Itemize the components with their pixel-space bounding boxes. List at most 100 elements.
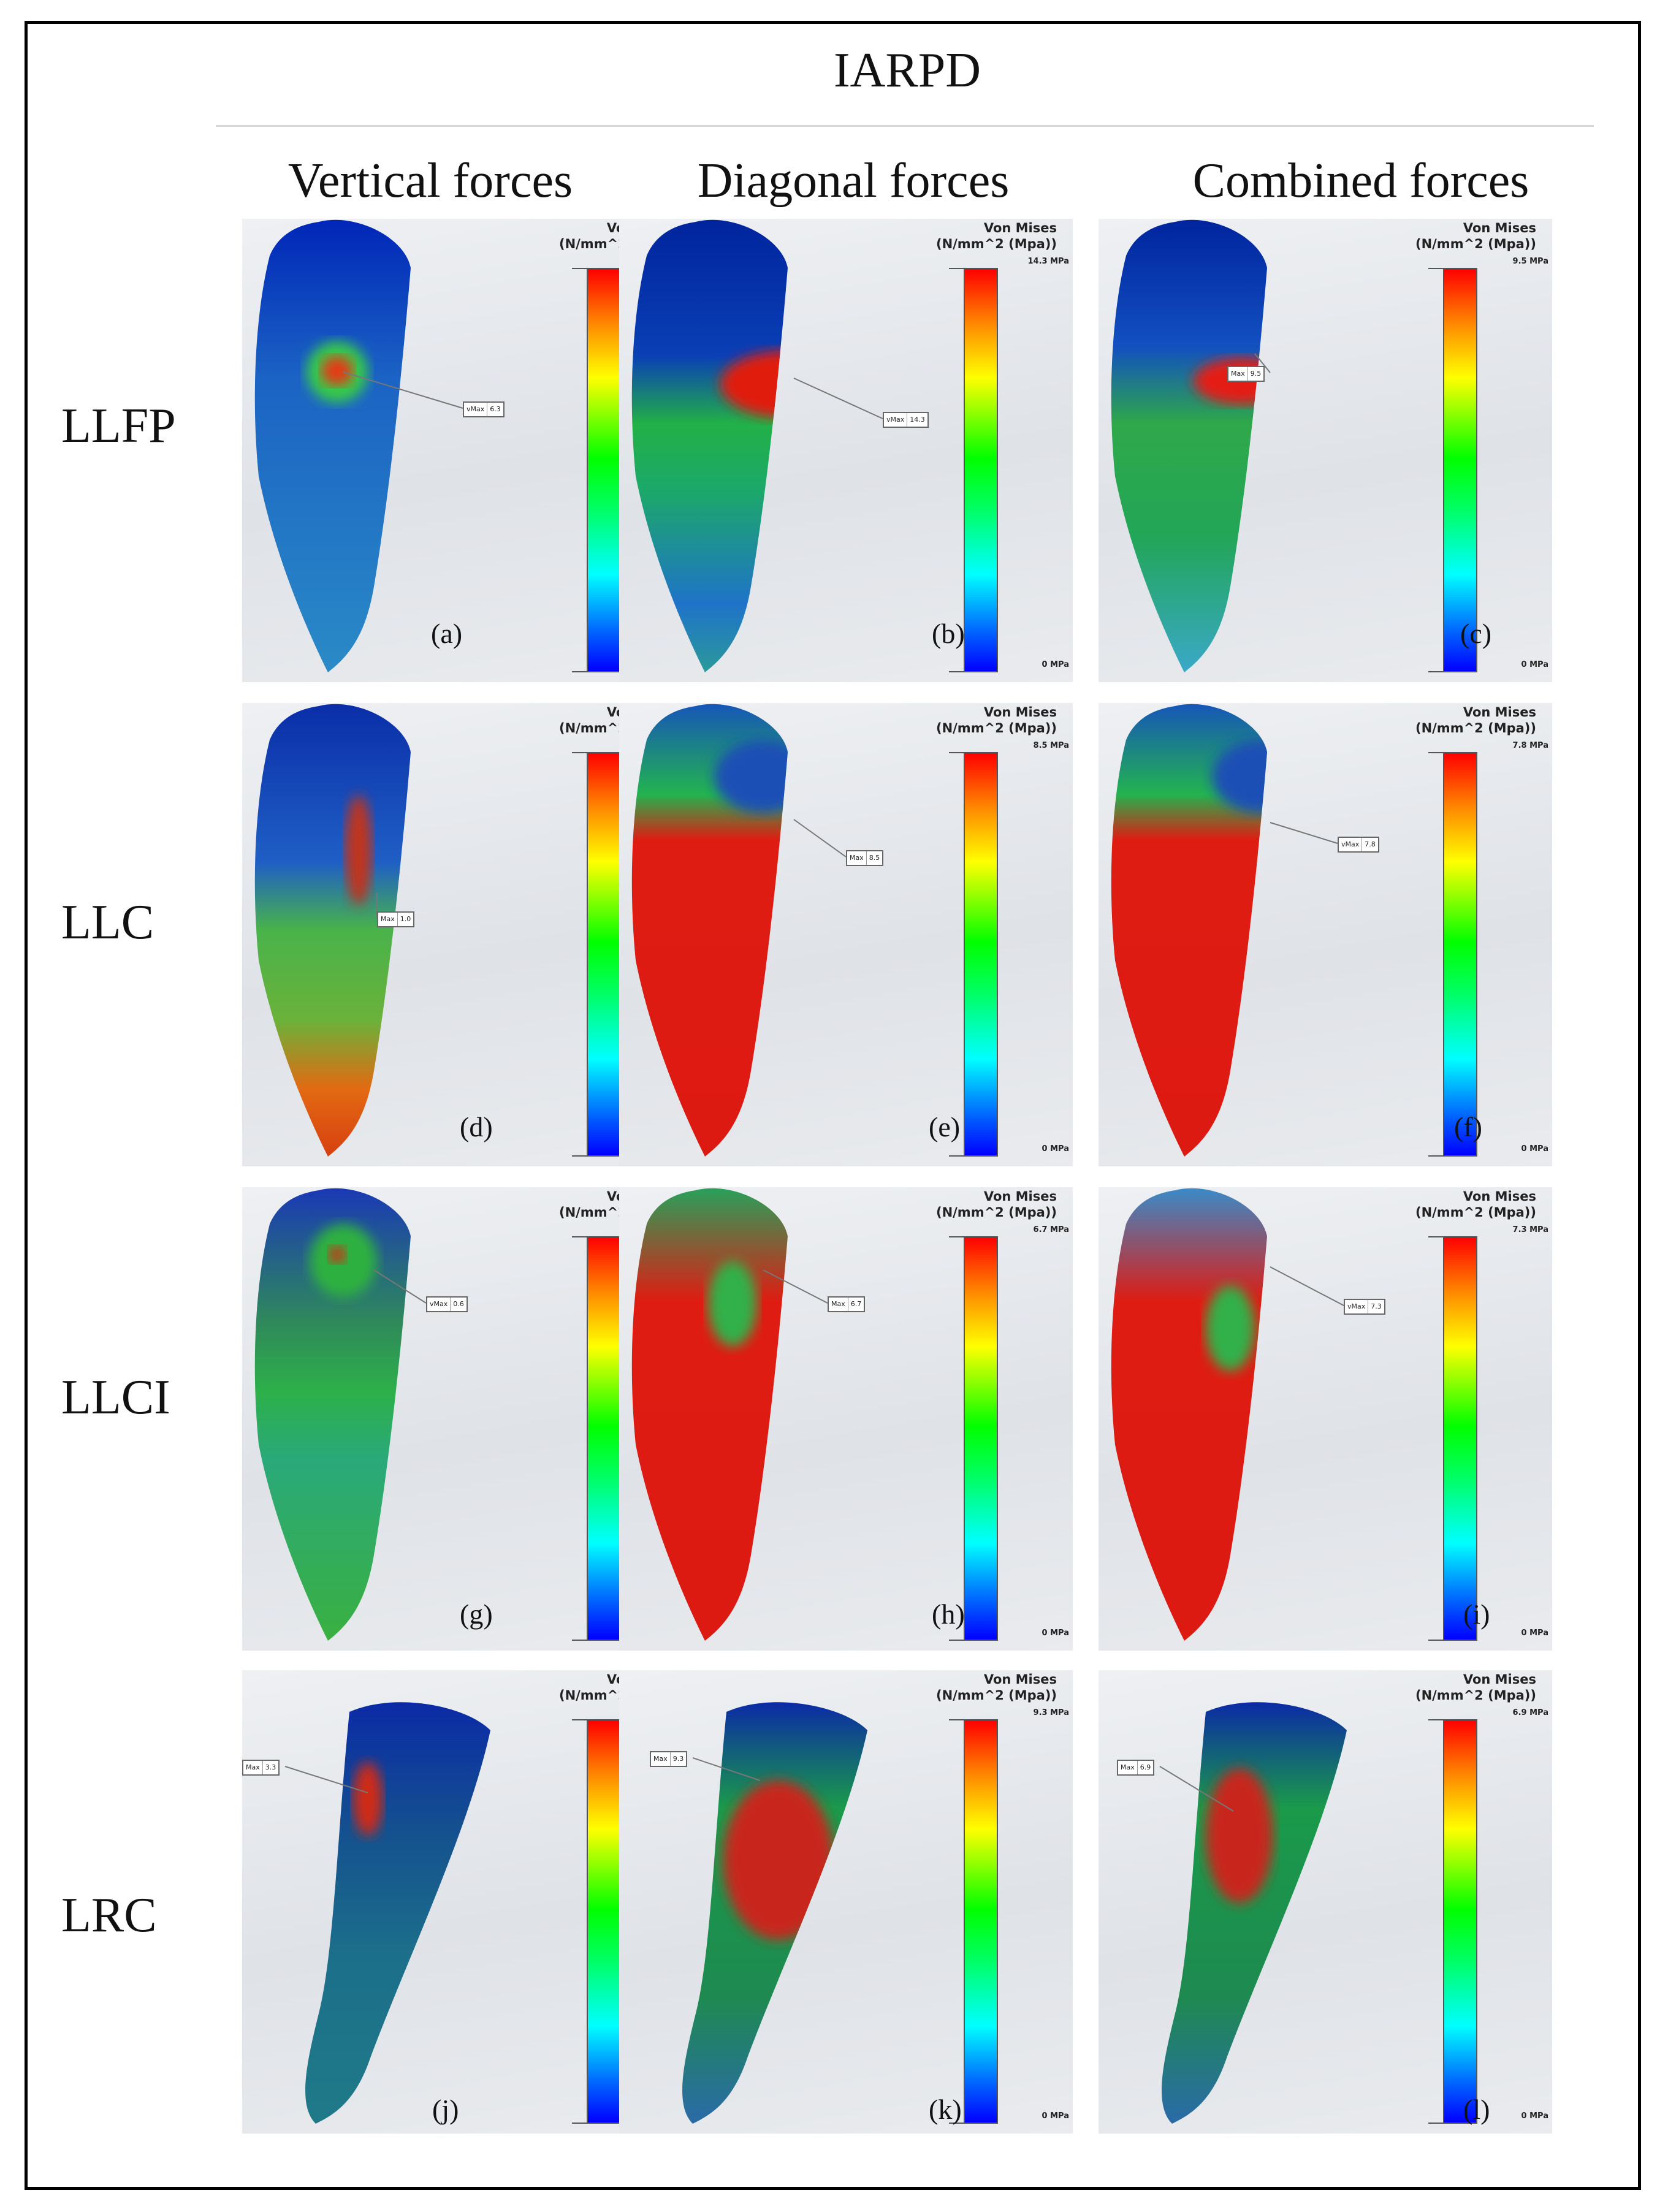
probe-key: Max bbox=[831, 1298, 848, 1311]
legend-title: Von Mises(N/mm^2 (Mpa)) bbox=[928, 704, 1057, 736]
probe-value: 0.6 bbox=[453, 1300, 464, 1308]
scale-max-tick bbox=[572, 1236, 621, 1237]
scale-min-label: 0 MPa bbox=[1042, 2111, 1069, 2121]
tooth-heatmap bbox=[1111, 219, 1271, 672]
scale-max-tick bbox=[1428, 268, 1477, 269]
tooth-body bbox=[254, 219, 411, 672]
legend-title: Von Mises(N/mm^2 (Mpa)) bbox=[1407, 220, 1536, 252]
subfigure-label: (a) bbox=[431, 618, 463, 649]
tooth-heatmap bbox=[631, 1188, 828, 1641]
subfigure-label: (c) bbox=[1460, 618, 1492, 649]
legend-title-line1: Von Mises bbox=[983, 705, 1057, 720]
probe-key: Max bbox=[381, 913, 398, 926]
scale-min-tick bbox=[572, 1640, 621, 1641]
figure-title: IARPD bbox=[833, 44, 981, 97]
row-label-llc: LLC bbox=[61, 895, 154, 949]
probe-pointer bbox=[373, 1269, 427, 1304]
scale-min-tick bbox=[572, 671, 621, 672]
probe-key: vMax bbox=[886, 413, 908, 427]
subfigure-label: (h) bbox=[932, 1598, 965, 1630]
stress-hotspot bbox=[321, 356, 353, 386]
figure-frame bbox=[25, 21, 1641, 2190]
scale-max-label: 7.8 MPa bbox=[1512, 741, 1548, 750]
color-scale-bar bbox=[1443, 268, 1477, 672]
probe-key: Max bbox=[246, 1761, 263, 1774]
scale-max-tick bbox=[1428, 752, 1477, 753]
scale-max-label: 9.3 MPa bbox=[1033, 1708, 1069, 1717]
scale-min-tick bbox=[572, 1155, 621, 1157]
scale-min-label: 0 MPa bbox=[1521, 2111, 1548, 2121]
probe-value: 6.9 bbox=[1140, 1763, 1151, 1771]
legend-title-line1: Von Mises bbox=[983, 221, 1057, 235]
probe-key: Max bbox=[850, 851, 867, 865]
legend-title-line1: Von Mises bbox=[1463, 1189, 1536, 1204]
max-probe-box: vMax 14.3 bbox=[883, 412, 929, 428]
scale-min-tick bbox=[1428, 1155, 1477, 1157]
probe-pointer bbox=[343, 371, 463, 409]
tooth-heatmap bbox=[254, 1188, 427, 1641]
subfigure-label: (f) bbox=[1454, 1111, 1482, 1142]
scale-min-tick bbox=[949, 671, 998, 672]
scale-max-tick bbox=[949, 752, 998, 753]
column-header-combined: Combined forces bbox=[1192, 154, 1529, 208]
legend-title-line1: Von Mises bbox=[1463, 1672, 1536, 1687]
scale-max-tick bbox=[949, 1236, 998, 1237]
color-scale-bar bbox=[964, 1236, 998, 1641]
legend-title-line1: Von Mises bbox=[983, 1189, 1057, 1204]
legend-title-line2: (N/mm^2 (Mpa)) bbox=[1415, 237, 1536, 251]
stress-hotspot bbox=[1206, 1768, 1273, 1903]
stress-hotspot bbox=[345, 795, 372, 905]
stress-hotspot bbox=[723, 1781, 834, 1940]
probe-value: 9.3 bbox=[672, 1755, 684, 1763]
scale-min-tick bbox=[949, 1155, 998, 1157]
tooth-body bbox=[631, 1188, 788, 1641]
tooth-body bbox=[1111, 219, 1267, 672]
legend-title: Von Mises(N/mm^2 (Mpa)) bbox=[928, 1671, 1057, 1703]
probe-pointer bbox=[793, 378, 883, 419]
probe-value: 7.8 bbox=[1365, 840, 1376, 848]
scale-min-label: 0 MPa bbox=[1042, 1629, 1069, 1638]
max-probe-box: vMax 7.3 bbox=[1344, 1299, 1385, 1315]
probe-value: 6.7 bbox=[850, 1300, 862, 1308]
legend-title-line2: (N/mm^2 (Mpa)) bbox=[935, 237, 1057, 251]
scale-max-tick bbox=[1428, 1719, 1477, 1720]
legend-title: Von Mises(N/mm^2 (Mpa)) bbox=[1407, 1188, 1536, 1220]
stress-hotspot bbox=[1212, 740, 1268, 813]
color-scale-bar bbox=[587, 1236, 621, 1641]
stress-panel: vMax 7.8 Von Mises (N/mm^2 (Mpa)) 7.8 MPa 0 M… bbox=[1099, 703, 1552, 1166]
probe-value: 9.5 bbox=[1250, 370, 1262, 378]
tooth-body bbox=[1162, 1702, 1347, 2124]
legend-title: Von Mises(N/mm^2 (Mpa)) bbox=[1407, 1671, 1536, 1703]
color-scale-bar bbox=[964, 1719, 998, 2124]
stress-hotspot bbox=[310, 1224, 377, 1298]
color-scale-bar bbox=[1443, 752, 1477, 1157]
probe-key: vMax bbox=[1347, 1300, 1369, 1313]
scale-max-tick bbox=[1428, 1236, 1477, 1237]
scale-min-label: 0 MPa bbox=[1521, 1629, 1548, 1638]
tooth-heatmap bbox=[1111, 704, 1338, 1157]
probe-pointer bbox=[1254, 353, 1271, 373]
tooth-body bbox=[1111, 704, 1267, 1157]
tooth-body bbox=[631, 219, 788, 672]
stress-panel: vMax 14.3 Von Mises (N/mm^2 (Mpa)) 14.3 MPa 0… bbox=[619, 219, 1073, 682]
probe-key: vMax bbox=[430, 1298, 451, 1311]
color-scale-bar bbox=[964, 268, 998, 672]
probe-key: Max bbox=[1121, 1761, 1138, 1774]
probe-key: Max bbox=[653, 1752, 671, 1766]
probe-value: 1.0 bbox=[400, 915, 411, 923]
max-probe-box: Max 3.3 bbox=[242, 1760, 280, 1776]
color-scale-bar bbox=[587, 1719, 621, 2124]
subfigure-label: (g) bbox=[460, 1598, 493, 1630]
column-header-diagonal: Diagonal forces bbox=[697, 154, 1010, 208]
scale-min-label: 0 MPa bbox=[1521, 660, 1548, 669]
max-probe-box: Max 6.9 bbox=[1117, 1760, 1155, 1776]
stress-panel: Max 6.7 Von Mises (N/mm^2 (Mpa)) 6.7 MPa 0 MP… bbox=[619, 1187, 1073, 1651]
legend-title-line1: Von Mises bbox=[983, 1672, 1057, 1687]
scale-min-tick bbox=[572, 2123, 621, 2124]
probe-pointer bbox=[763, 1269, 828, 1304]
color-scale-bar bbox=[1443, 1719, 1477, 2124]
stress-hotspot bbox=[329, 1246, 346, 1263]
scale-min-label: 0 MPa bbox=[1042, 660, 1069, 669]
stress-panel: Max 9.3 Von Mises (N/mm^2 (Mpa)) 9.3 MPa 0 MP… bbox=[619, 1670, 1073, 2134]
max-probe-box: vMax 7.8 bbox=[1338, 837, 1379, 853]
